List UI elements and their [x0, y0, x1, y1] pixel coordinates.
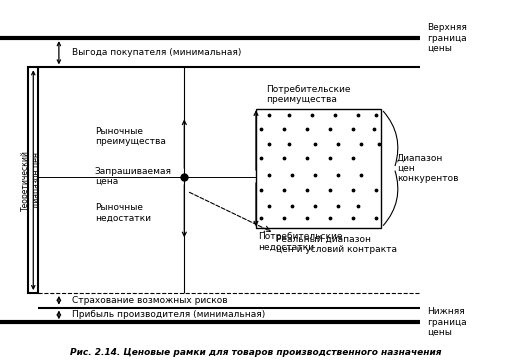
Text: Выгода покупателя (минимальная): Выгода покупателя (минимальная)	[72, 48, 241, 57]
Text: Рыночные
преимущества: Рыночные преимущества	[95, 127, 165, 146]
Text: Потребительские
недостатки: Потребительские недостатки	[259, 232, 343, 252]
Text: Рыночные
недостатки: Рыночные недостатки	[95, 203, 151, 223]
Text: Реальный диапазон
цен и условий контракта: Реальный диапазон цен и условий контракт…	[276, 235, 397, 254]
Text: Теоретический
диапазон цен: Теоретический диапазон цен	[21, 150, 40, 211]
Text: Рис. 2.14. Ценовые рамки для товаров производственного назначения: Рис. 2.14. Ценовые рамки для товаров про…	[70, 348, 442, 357]
Text: Нижняя
граница
цены: Нижняя граница цены	[428, 307, 467, 337]
Bar	[256, 109, 381, 228]
Text: Прибыль производителя (минимальная): Прибыль производителя (минимальная)	[72, 310, 265, 319]
Text: Диапазон
цен
конкурентов: Диапазон цен конкурентов	[397, 154, 458, 183]
Text: Запрашиваемая
цена: Запрашиваемая цена	[95, 167, 172, 186]
Text: Потребительские
преимущества: Потребительские преимущества	[266, 85, 351, 104]
Text: Страхование возможных рисков: Страхование возможных рисков	[72, 296, 227, 305]
Text: Верхняя
граница
цены: Верхняя граница цены	[428, 23, 467, 53]
